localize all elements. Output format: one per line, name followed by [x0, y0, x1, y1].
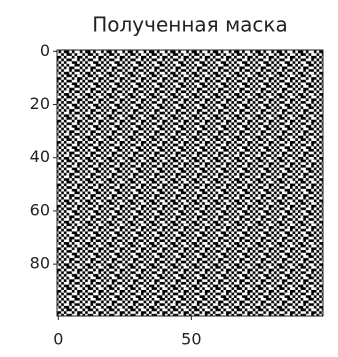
y-tick-label: 0 [40, 41, 50, 60]
y-tick-label: 60 [30, 200, 50, 219]
x-tick-label: 50 [181, 330, 201, 349]
chart-title: Полученная маска [92, 13, 288, 37]
y-tick-label: 80 [30, 254, 50, 273]
y-tick-label: 40 [30, 147, 50, 166]
x-tick-label: 0 [53, 330, 63, 349]
chart: Полученная маска 0 20 40 60 80 0 50 [0, 0, 338, 353]
y-tick-label: 20 [30, 94, 50, 113]
mask-image [57, 50, 323, 316]
